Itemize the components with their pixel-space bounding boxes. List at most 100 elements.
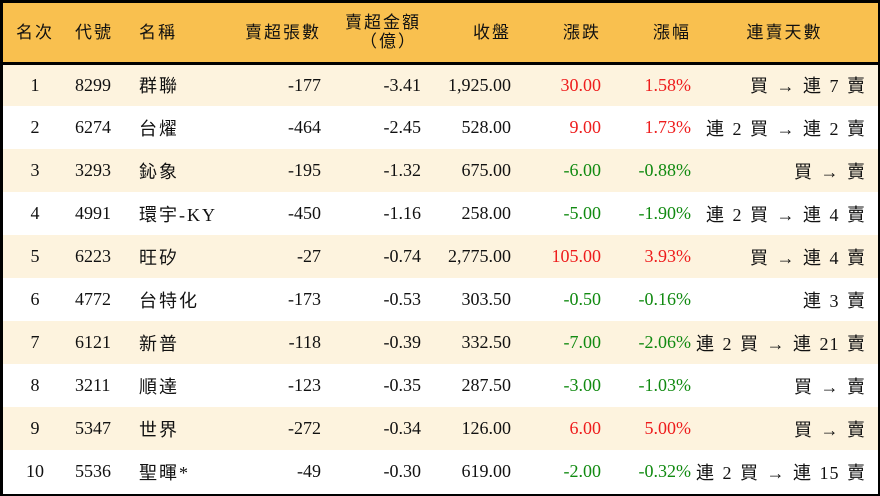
table-row: 6 4772 台特化 -173 -0.53 303.50 -0.50 -0.16…: [3, 278, 878, 321]
cell-streak: 買 → 賣: [794, 376, 866, 397]
table-row: 5 6223 旺矽 -27 -0.74 2,775.00 105.00 3.93…: [3, 235, 878, 278]
cell-net-sell-lots: -123: [288, 375, 321, 395]
cell-streak: 連 2 買 → 連 4 賣: [706, 204, 866, 225]
cell-name: 鈊象: [139, 161, 179, 182]
cell-name: 旺矽: [139, 247, 179, 268]
cell-net-sell-amount: -0.39: [383, 332, 422, 352]
header-close: 收盤: [473, 22, 511, 42]
cell-change: -2.00: [563, 461, 602, 481]
cell-code: 6121: [75, 332, 111, 352]
cell-change: 9.00: [569, 117, 602, 137]
table-row: 8 3211 順達 -123 -0.35 287.50 -3.00 -1.03%…: [3, 364, 878, 407]
header-change-pct: 漲幅: [653, 22, 691, 42]
cell-change-pct: -0.88%: [638, 160, 692, 180]
cell-code: 3293: [75, 160, 111, 180]
cell-name: 環宇-KY: [139, 204, 217, 225]
cell-rank: 2: [30, 117, 40, 137]
cell-streak: 買 → 連 7 賣: [750, 76, 866, 97]
table-row: 3 3293 鈊象 -195 -1.32 675.00 -6.00 -0.88%…: [3, 149, 878, 192]
cell-code: 8299: [75, 74, 111, 95]
cell-rank: 7: [30, 332, 40, 352]
cell-close: 258.00: [461, 203, 512, 223]
cell-rank: 3: [30, 160, 40, 180]
table-row: 7 6121 新普 -118 -0.39 332.50 -7.00 -2.06%…: [3, 321, 878, 364]
cell-rank: 5: [30, 246, 40, 266]
cell-code: 3211: [75, 375, 111, 395]
header-net-sell-amount-line2: （億）: [360, 32, 417, 52]
cell-net-sell-amount: -0.34: [383, 418, 422, 438]
cell-net-sell-amount: -0.53: [383, 289, 422, 309]
cell-change: 105.00: [551, 246, 602, 266]
cell-code: 4772: [75, 289, 111, 309]
cell-net-sell-lots: -27: [297, 246, 321, 266]
cell-close: 675.00: [461, 160, 512, 180]
table-row: 2 6274 台燿 -464 -2.45 528.00 9.00 1.73% 連…: [3, 106, 878, 149]
cell-change: -3.00: [563, 375, 602, 395]
cell-net-sell-amount: -0.35: [383, 375, 422, 395]
cell-change-pct: 5.00%: [644, 418, 692, 438]
table-row: 4 4991 環宇-KY -450 -1.16 258.00 -5.00 -1.…: [3, 192, 878, 235]
cell-net-sell-lots: -272: [288, 418, 321, 438]
header-code: 代號: [75, 22, 113, 42]
cell-net-sell-lots: -450: [288, 203, 321, 223]
cell-close: 126.00: [461, 418, 512, 438]
table-row: 1 8299 群聯 -177 -3.41 1,925.00 30.00 1.58…: [3, 63, 878, 106]
cell-close: 2,775.00: [448, 246, 511, 266]
table-row: 9 5347 世界 -272 -0.34 126.00 6.00 5.00% 買…: [3, 407, 878, 450]
cell-streak: 連 2 買 → 連 2 賣: [706, 118, 866, 139]
cell-name: 聖暉*: [139, 462, 190, 483]
cell-change-pct: 1.58%: [644, 74, 692, 95]
cell-rank: 6: [30, 289, 40, 309]
cell-change: -0.50: [563, 289, 602, 309]
header-net-sell-amount: 賣超金額 （億）: [321, 3, 421, 63]
header-change: 漲跌: [563, 22, 601, 42]
cell-change: 30.00: [560, 74, 602, 95]
cell-change-pct: -2.06%: [638, 332, 692, 352]
cell-streak: 連 2 買 → 連 15 賣: [696, 462, 866, 483]
cell-streak: 連 3 賣: [803, 290, 866, 311]
cell-code: 5536: [75, 461, 111, 481]
cell-net-sell-amount: -0.30: [383, 461, 422, 481]
cell-net-sell-lots: -49: [297, 461, 321, 481]
cell-close: 619.00: [461, 461, 512, 481]
header-net-sell-amount-line1: 賣超金額: [345, 13, 421, 33]
cell-net-sell-lots: -195: [288, 160, 321, 180]
cell-change: -6.00: [563, 160, 602, 180]
cell-close: 528.00: [461, 117, 512, 137]
cell-net-sell-amount: -3.41: [383, 74, 422, 95]
cell-code: 4991: [75, 203, 111, 223]
cell-change-pct: -0.16%: [638, 289, 692, 309]
cell-rank: 4: [30, 203, 40, 223]
cell-streak: 買 → 賣: [794, 161, 866, 182]
cell-rank: 1: [30, 74, 40, 95]
cell-change: 6.00: [569, 418, 602, 438]
net-sell-ranking-table: 名次 代號 名稱 賣超張數 賣超金額 （億） 收盤 漲跌 漲幅 連賣天數 1 8…: [3, 3, 878, 493]
cell-code: 5347: [75, 418, 111, 438]
cell-rank: 10: [26, 461, 44, 481]
cell-change: -5.00: [563, 203, 602, 223]
cell-net-sell-amount: -0.74: [383, 246, 422, 266]
cell-name: 新普: [139, 333, 179, 354]
cell-streak: 買 → 連 4 賣: [750, 247, 866, 268]
cell-net-sell-lots: -173: [288, 289, 321, 309]
cell-net-sell-lots: -177: [288, 74, 321, 95]
cell-close: 287.50: [461, 375, 512, 395]
cell-close: 332.50: [461, 332, 512, 352]
cell-change-pct: 3.93%: [644, 246, 692, 266]
cell-close: 1,925.00: [448, 74, 511, 95]
table-header-row: 名次 代號 名稱 賣超張數 賣超金額 （億） 收盤 漲跌 漲幅 連賣天數: [3, 3, 878, 63]
header-name: 名稱: [139, 22, 177, 42]
cell-change-pct: -1.03%: [638, 375, 692, 395]
cell-net-sell-amount: -2.45: [383, 117, 422, 137]
cell-streak: 連 2 買 → 連 21 賣: [696, 333, 866, 354]
cell-name: 世界: [139, 419, 179, 440]
table-row: 10 5536 聖暉* -49 -0.30 619.00 -2.00 -0.32…: [3, 450, 878, 493]
cell-change: -7.00: [563, 332, 602, 352]
header-rank: 名次: [16, 22, 54, 42]
cell-net-sell-lots: -464: [288, 117, 321, 137]
cell-rank: 9: [30, 418, 40, 438]
cell-name: 群聯: [139, 76, 179, 97]
cell-change-pct: -0.32%: [638, 461, 692, 481]
cell-name: 順達: [139, 376, 179, 397]
